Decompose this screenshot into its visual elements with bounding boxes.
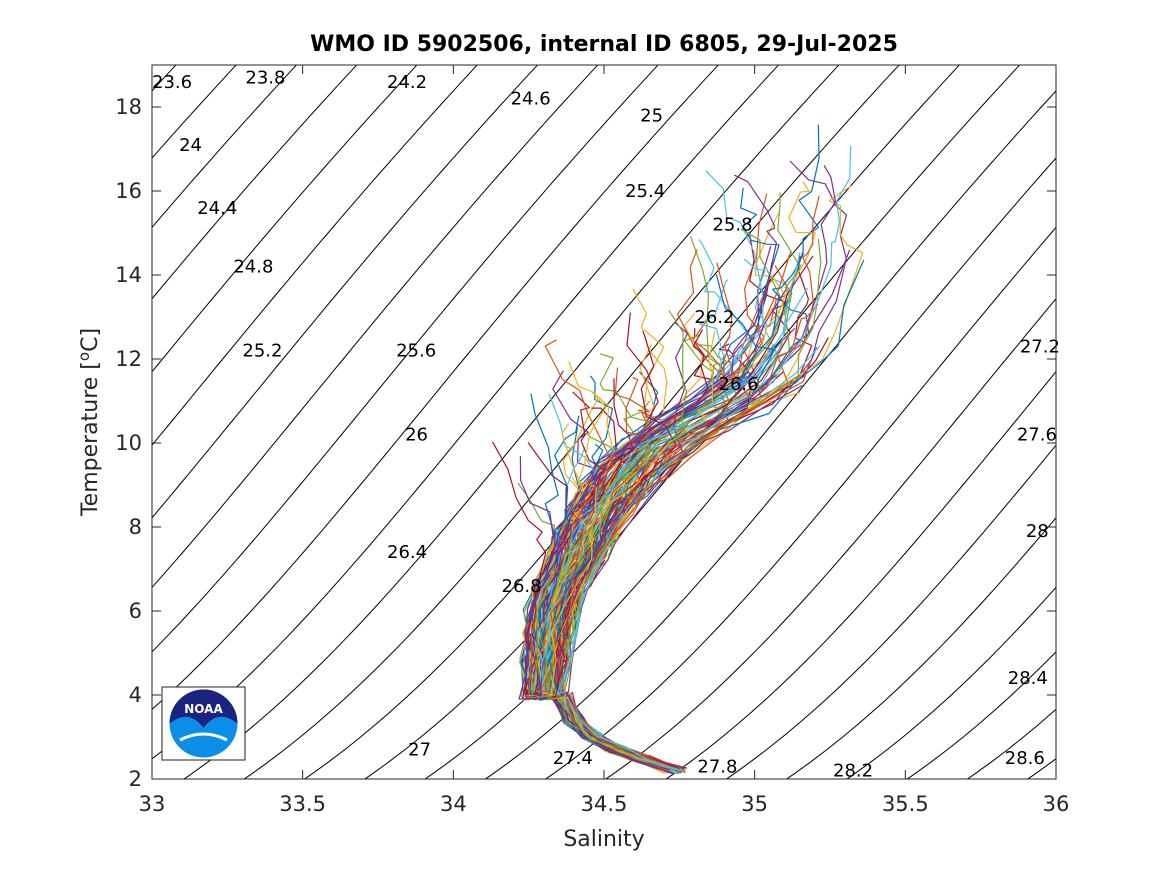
y-tick-label: 16 [115,179,142,203]
x-axis-ticks: 33 33.5 34 34.5 35 35.5 36 [139,65,1070,816]
noaa-logo-text: NOAA [184,702,223,716]
isopycnal-line [846,586,1056,779]
profile-line [531,558,669,771]
isopycnal-line [906,651,1056,779]
isopycnal-label: 25.4 [625,181,665,202]
isopycnal-label: 23.8 [245,68,285,89]
isopycnal-line [243,65,900,779]
isopycnal-line [183,65,840,779]
isopycnal-label: 27.4 [553,748,593,769]
isopycnal-line [484,157,1056,779]
isopycnal-label: 26.2 [694,307,734,328]
isopycnal-line [0,44,135,800]
y-axis-label-superscript: o [75,352,93,361]
isopycnal-label: 28.6 [1005,748,1045,769]
x-tick-label: 33.5 [279,792,326,816]
profile-line [537,211,789,769]
isopycnal-line [0,44,75,800]
isopycnal-line [544,226,1056,779]
isopycnal-line [152,65,298,229]
y-tick-label: 8 [129,515,142,539]
isopycnal-lines [0,44,1167,800]
x-tick-label: 34 [440,792,467,816]
profile-line [521,465,673,775]
isopycnal-line [152,65,478,447]
profile-line [558,360,811,770]
y-tick-label: 4 [129,683,142,707]
profile-line [525,329,709,772]
profile-line [549,330,716,771]
isopycnal-label: 24.2 [387,72,427,93]
isopycnal-label: 28.2 [833,761,873,782]
isopycnal-label: 24.4 [197,198,237,219]
isopycnal-label: 28.4 [1008,668,1048,689]
isopycnal-line [1056,44,1167,800]
x-tick-label: 33 [139,792,166,816]
x-tick-label: 34.5 [581,792,628,816]
isopycnal-line [152,65,418,373]
isopycnal-label: 24 [179,135,202,156]
isopycnal-line [152,65,599,589]
isopycnal-line [152,65,358,300]
isopycnal-label: 25.8 [712,215,752,236]
y-tick-label: 14 [115,263,142,287]
isopycnal-line [0,44,15,800]
isopycnal-label: 27.6 [1017,425,1057,446]
profile-lines [491,124,865,775]
isopycnal-label: 26.8 [502,576,542,597]
isopycnal-label: 24.6 [511,89,551,110]
y-axis-label: Temperature [oC] [75,328,103,517]
isopycnal-label: 25.2 [242,341,282,362]
profile-line [542,165,837,773]
x-tick-label: 35 [741,792,768,816]
y-axis-label-unit: C] [78,328,103,352]
isopycnal-line [665,370,1056,779]
chart-title: WMO ID 5902506, internal ID 6805, 29-Jul… [310,32,898,57]
isopycnal-line [966,708,1056,779]
isopycnal-line [152,65,539,519]
isopycnal-line [424,90,1056,779]
x-tick-label: 35.5 [882,792,929,816]
y-tick-label: 18 [115,95,142,119]
isopycnal-line [152,65,719,710]
isopycnal-label: 25.6 [396,341,436,362]
isopycnal-line [152,65,780,760]
isopycnal-label: 23.6 [152,72,192,93]
profile-line [539,195,820,770]
profile-line [551,427,711,772]
isopycnal-line [1116,44,1167,800]
isopycnal-line [725,444,1056,779]
profile-line [557,345,821,775]
noaa-logo: NOAA [161,686,246,761]
isopycnal-label: 26.6 [719,374,759,395]
isopycnal-label: 27.8 [697,756,737,777]
x-tick-label: 36 [1043,792,1070,816]
y-tick-label: 6 [129,599,142,623]
isopycnal-line [152,65,659,653]
isopycnal-label: 27.2 [1020,336,1060,357]
y-tick-label: 12 [115,347,142,371]
y-tick-label: 10 [115,431,142,455]
isopycnal-labels: 23.6 23.8 24.2 24.6 25 24 25.4 24.4 25.8 24.8 26.2… [152,68,1060,782]
profile-line [539,310,688,770]
isopycnal-label: 26 [405,425,428,446]
isopycnal-label: 24.8 [233,257,273,278]
profile-line [556,539,684,773]
plot-frame [151,64,1057,780]
isopycnal-line [604,297,1056,779]
isopycnal-label: 28 [1026,521,1049,542]
isopycnal-label: 25 [640,105,663,126]
isopycnal-label: 26.4 [387,542,427,563]
isopycnal-label: 27 [408,740,431,761]
x-axis-label: Salinity [563,827,644,852]
isopycnal-line [785,517,1056,779]
profile-line [518,401,699,771]
y-tick-label: 2 [129,767,142,791]
